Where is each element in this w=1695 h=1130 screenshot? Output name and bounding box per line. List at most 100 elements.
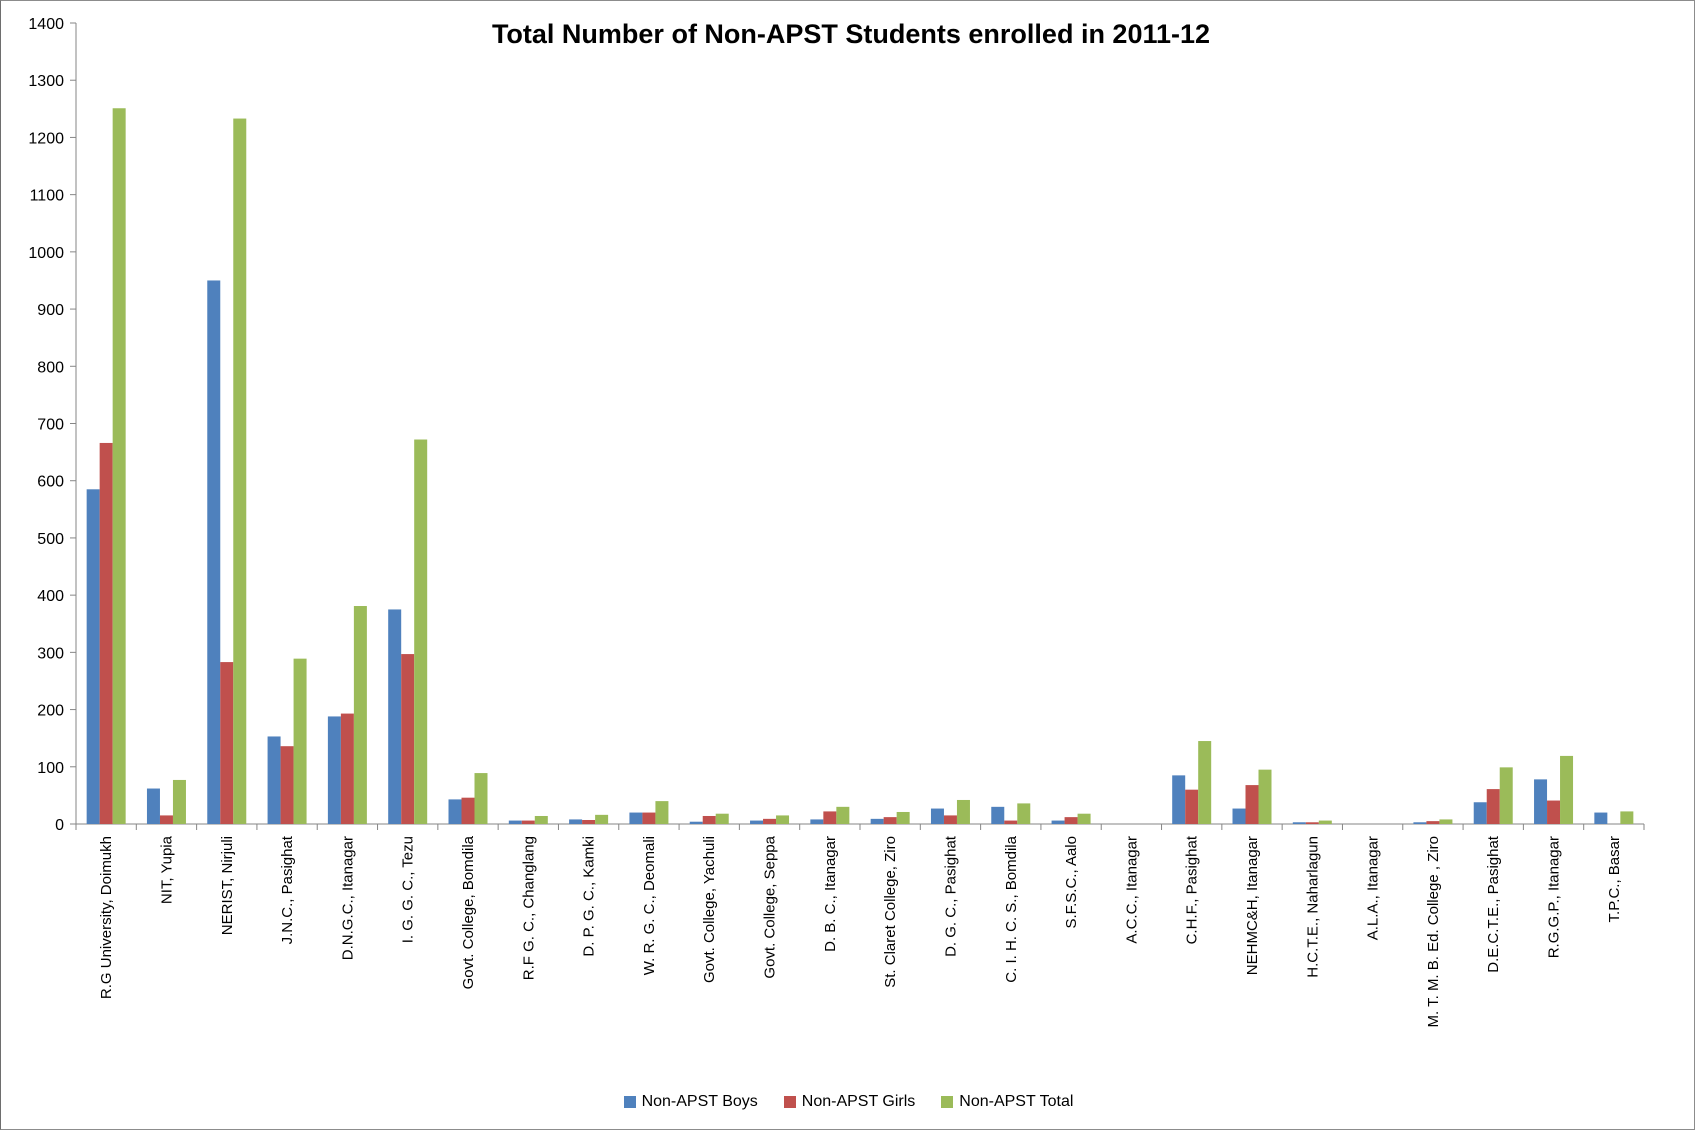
bar-non-apst-total: [1258, 769, 1272, 824]
x-tick-label: D. G. C., Pasighat: [942, 835, 959, 957]
legend-label: Non-APST Girls: [801, 1093, 916, 1110]
legend-swatch: [941, 1096, 954, 1108]
bar-non-apst-boys: [1051, 820, 1065, 824]
bar-non-apst-girls: [220, 662, 234, 824]
x-tick-label: S.F.S.C., Aalo: [1063, 836, 1080, 929]
bar-non-apst-total: [836, 806, 850, 824]
bar-non-apst-girls: [943, 815, 957, 824]
bar-non-apst-total: [1560, 755, 1574, 824]
bar-non-apst-boys: [750, 820, 764, 824]
y-tick-label: 300: [37, 645, 64, 662]
bar-non-apst-girls: [1305, 822, 1319, 824]
y-tick-label: 900: [37, 302, 64, 319]
y-tick-label: 400: [37, 588, 64, 605]
bar-non-apst-girls: [1245, 785, 1259, 824]
x-tick-label: T.P.C., Basar: [1606, 836, 1623, 922]
bar-non-apst-girls: [1426, 821, 1440, 824]
bar-non-apst-total: [112, 108, 126, 825]
bar-non-apst-boys: [991, 806, 1005, 824]
bar-non-apst-girls: [159, 815, 173, 824]
bar-non-apst-total: [293, 658, 307, 824]
bar-non-apst-girls: [1185, 789, 1199, 824]
x-tick-label: I. G. G. C., Tezu: [400, 836, 417, 943]
bar-non-apst-boys: [569, 819, 583, 824]
bar-non-apst-girls: [702, 815, 716, 824]
y-tick-label: 1100: [30, 188, 65, 205]
bar-non-apst-total: [1077, 813, 1091, 824]
bar-non-apst-girls: [461, 797, 475, 824]
bar-non-apst-girls: [883, 817, 897, 824]
legend-label: Non-APST Boys: [641, 1093, 758, 1110]
bar-non-apst-boys: [508, 820, 522, 824]
bar-non-apst-boys: [1232, 808, 1246, 824]
y-tick-label: 500: [37, 531, 64, 548]
legend-item: Non-APST Girls: [783, 1093, 916, 1111]
y-tick-label: 700: [37, 417, 64, 434]
y-tick-label: 600: [37, 474, 64, 491]
bar-non-apst-total: [1620, 811, 1634, 824]
bar-non-apst-total: [715, 813, 729, 824]
x-tick-label: C.H.F., Pasighat: [1184, 835, 1201, 944]
bar-non-apst-boys: [1473, 802, 1487, 824]
y-tick-label: 1300: [28, 73, 64, 90]
bar-non-apst-total: [1198, 741, 1212, 824]
legend-swatch: [783, 1096, 796, 1108]
y-tick-label: 1400: [28, 16, 64, 33]
y-tick-label: 1200: [28, 130, 64, 147]
bar-non-apst-girls: [763, 818, 777, 824]
x-tick-label: J.N.C., Pasighat: [279, 835, 296, 944]
bar-non-apst-girls: [340, 713, 354, 824]
x-tick-label: R.F G. C., Changlang: [520, 836, 537, 980]
y-tick-label: 100: [37, 760, 64, 777]
bar-non-apst-total: [353, 606, 367, 824]
bar-non-apst-total: [896, 811, 910, 824]
x-tick-label: D. B. C., Itanagar: [822, 836, 839, 952]
bar-non-apst-girls: [521, 820, 535, 824]
bar-non-apst-boys: [1413, 822, 1427, 824]
x-tick-label: St. Claret College, Ziro: [882, 836, 899, 988]
x-tick-label: R.G.G.P., Itanagar: [1546, 836, 1563, 958]
bar-non-apst-boys: [207, 280, 221, 824]
bar-non-apst-boys: [267, 736, 281, 824]
bar-non-apst-total: [595, 814, 609, 824]
bar-non-apst-total: [956, 799, 970, 824]
bar-non-apst-girls: [582, 819, 596, 824]
bar-non-apst-boys: [629, 812, 643, 824]
bar-non-apst-boys: [689, 821, 703, 824]
bar-non-apst-girls: [823, 811, 837, 824]
bar-non-apst-girls: [1486, 789, 1500, 824]
x-tick-label: R.G University, Doimukh: [98, 836, 115, 999]
x-tick-label: NERIST, Nirjuli: [219, 836, 236, 935]
bar-non-apst-total: [414, 439, 428, 824]
x-tick-label: A.C.C., Itanagar: [1123, 836, 1140, 944]
bar-non-apst-boys: [327, 716, 341, 824]
bar-non-apst-total: [474, 773, 488, 824]
y-tick-label: 1000: [28, 245, 64, 262]
bar-non-apst-boys: [448, 799, 462, 824]
x-tick-label: D.N.G.C., Itanagar: [339, 836, 356, 960]
bar-non-apst-total: [1017, 803, 1031, 824]
labels: 0 100 200 300 400 500 600 700 800 900 1000 1100 1200…: [28, 16, 1622, 1027]
x-tick-label: Govt. College, Seppa: [762, 835, 779, 978]
legend-label: Non-APST Total: [959, 1093, 1074, 1110]
y-tick-label: 200: [37, 703, 64, 720]
bar-non-apst-boys: [870, 818, 884, 824]
bar-non-apst-boys: [810, 819, 824, 824]
x-tick-label: D.E.C.T.E., Pasighat: [1485, 835, 1502, 973]
x-tick-label: Govt. College, Bomdila: [460, 835, 477, 989]
bar-non-apst-total: [1499, 767, 1513, 824]
bar-non-apst-girls: [1547, 800, 1561, 824]
x-tick-label: NIT, Yupia: [158, 835, 175, 904]
x-tick-label: D. P. G. C., Kamki: [581, 836, 598, 957]
y-tick-label: 0: [55, 817, 64, 834]
legend-item: Non-APST Total: [941, 1093, 1073, 1111]
bar-non-apst-girls: [401, 654, 415, 824]
bar-non-apst-girls: [280, 746, 294, 824]
bar-non-apst-total: [534, 815, 548, 824]
bar-non-apst-boys: [1292, 822, 1306, 824]
x-tick-label: A.L.A., Itanagar: [1365, 836, 1382, 940]
x-tick-label: W. R. G. C., Deomali: [641, 836, 658, 975]
bar-non-apst-boys: [1534, 779, 1548, 824]
bar-non-apst-girls: [1064, 817, 1078, 824]
